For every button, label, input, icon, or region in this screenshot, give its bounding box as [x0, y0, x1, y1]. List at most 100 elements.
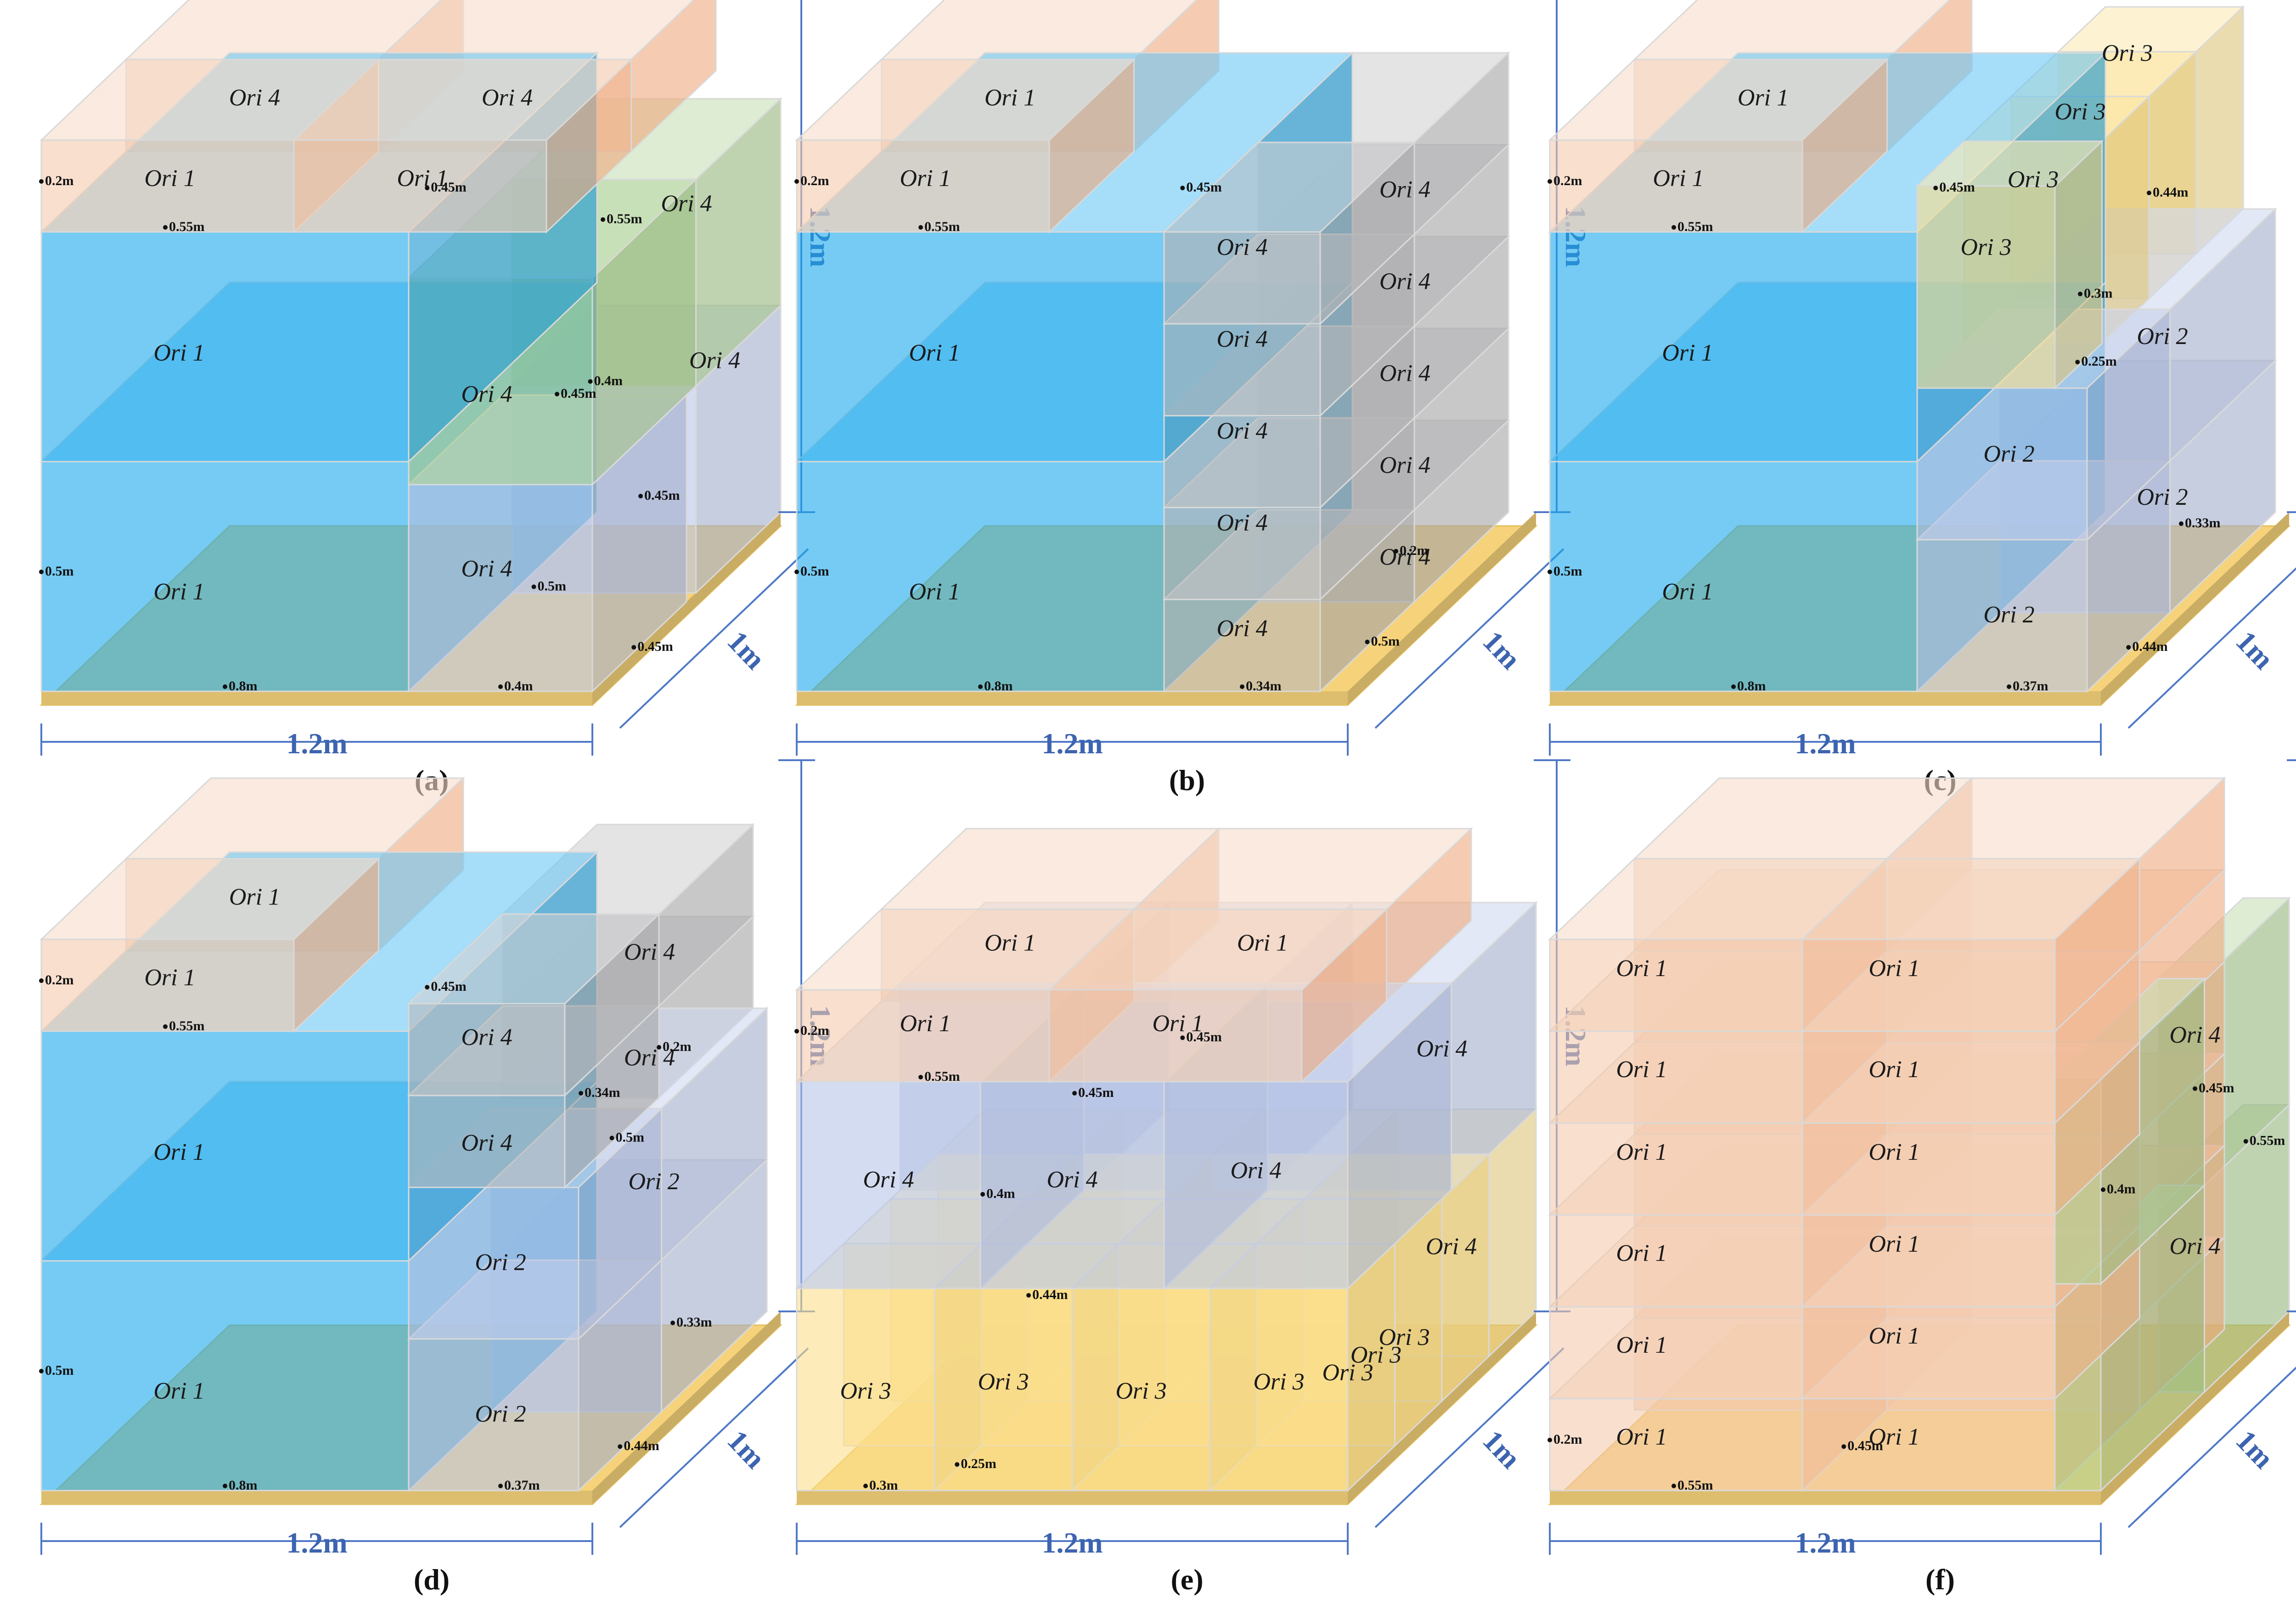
panel-c: Ori 1 Ori 3 Ori 3 Ori 1 Ori 3 Ori 3 Ori 1 Ori 2…: [1548, 0, 2296, 796]
width-label: 1.2m: [286, 1526, 347, 1559]
dim-marker: [601, 217, 605, 222]
dimension-label: 0.45m: [1186, 1029, 1222, 1045]
dim-marker: [863, 1484, 868, 1488]
box-7-front: [796, 461, 1165, 692]
dim-marker: [531, 584, 536, 589]
dim-marker: [1548, 179, 1552, 184]
dimension-label: 0.55m: [607, 211, 642, 226]
dimension-label: 0.45m: [1078, 1085, 1114, 1100]
dim-marker: [609, 1135, 614, 1141]
dimension-label: 0.44m: [624, 1438, 659, 1453]
dimension-label: 0.8m: [229, 678, 258, 694]
dim-marker: [2243, 1139, 2248, 1144]
dim-marker: [918, 1075, 923, 1079]
box-label: Ori 4: [1426, 1234, 1477, 1260]
depth-label: 1m: [721, 1424, 771, 1475]
box-label: Ori 2: [628, 1169, 679, 1195]
dimension-label: 0.45m: [637, 639, 673, 654]
depth-axis-line: [1374, 1347, 1564, 1528]
depth-label: 1m: [2229, 1424, 2280, 1475]
depth-axis-line: [1374, 548, 1564, 729]
dimension-label: 0.44m: [1032, 1287, 1068, 1302]
dim-marker: [1072, 1091, 1077, 1096]
box-label: Ori 1: [909, 579, 960, 605]
pallet-side-edge: [2101, 512, 2289, 705]
dimension-label: 0.2m: [800, 1023, 829, 1038]
dimension-label: 0.8m: [229, 1478, 258, 1493]
dim-marker: [579, 1091, 583, 1096]
box-26-front: [1048, 989, 1303, 1083]
dimension-label: 0.33m: [676, 1315, 712, 1330]
box-label: Ori 3: [1115, 1378, 1166, 1404]
depth-axis-line: [619, 1347, 809, 1528]
pallet-side-edge: [2101, 1311, 2289, 1504]
box-20-front: [1549, 1214, 1803, 1308]
dimension-label: 0.8m: [984, 678, 1013, 694]
box-label: Ori 4: [1216, 510, 1267, 536]
box-19-front: [1801, 1306, 2056, 1400]
dimension-label: 0.4m: [594, 373, 623, 389]
dim-marker: [425, 985, 430, 990]
box-7-front: [1549, 461, 1918, 692]
box-label: Ori 1: [153, 1378, 204, 1404]
box-5-front: [40, 461, 410, 692]
dimension-label: 0.45m: [1186, 180, 1222, 195]
box-label: Ori 1: [229, 884, 280, 910]
dimension-label: 0.55m: [924, 219, 960, 234]
box-label: Ori 1: [1868, 1139, 1919, 1165]
dim-marker: [2101, 1187, 2105, 1192]
box-label: Ori 4: [1216, 234, 1267, 260]
dimension-label: 0.55m: [169, 219, 205, 234]
dimension-label: 0.55m: [2250, 1133, 2285, 1148]
pallet-front-edge: [41, 1491, 592, 1504]
pallet-side-edge: [1348, 1311, 1536, 1504]
box-label: Ori 4: [1379, 361, 1430, 387]
box-21-front: [1801, 1214, 2056, 1308]
dim-marker: [1365, 639, 1370, 644]
box-label: Ori 4: [1047, 1167, 1097, 1193]
panel-caption: (b): [1169, 764, 1205, 796]
dim-marker: [2126, 645, 2131, 650]
dimension-label: 0.5m: [538, 579, 567, 594]
dimension-label: 0.55m: [1677, 219, 1713, 234]
box-25-front: [1549, 1030, 1803, 1124]
dim-marker: [980, 1192, 985, 1197]
dimension-label: 0.4m: [504, 678, 533, 694]
box-12-front: [40, 938, 295, 1032]
box-label: Ori 4: [1216, 616, 1267, 642]
dim-marker: [2075, 360, 2080, 365]
box-label: Ori 4: [461, 1130, 512, 1156]
box-label: Ori 1: [900, 165, 951, 192]
dim-marker: [163, 1024, 168, 1029]
box-label: Ori 2: [1983, 441, 2034, 467]
panel-caption: (f): [1925, 1563, 1955, 1596]
box-label: Ori 3: [840, 1378, 891, 1404]
box-label: Ori 3: [1253, 1369, 1304, 1395]
depth-axis-line: [2127, 567, 2296, 729]
depth-label: 1m: [1476, 625, 1527, 676]
dim-marker: [631, 645, 636, 650]
dimension-label: 0.34m: [1246, 678, 1282, 694]
dim-marker: [2147, 191, 2151, 195]
box-6-front: [40, 1260, 410, 1491]
box-label: Ori 3: [1351, 1342, 1401, 1368]
box-28-front: [1801, 938, 2056, 1032]
panel-caption: (e): [1171, 1563, 1203, 1596]
dimension-label: 0.44m: [2132, 639, 2168, 654]
dim-marker: [618, 1444, 623, 1449]
dimension-label: 0.2m: [800, 173, 829, 188]
dimension-label: 0.45m: [644, 488, 680, 503]
box-label: Ori 1: [397, 165, 448, 192]
box-10-front: [293, 139, 547, 233]
dimension-label: 0.2m: [45, 972, 74, 988]
dimension-label: 0.5m: [45, 1363, 74, 1378]
box-label: Ori 3: [978, 1369, 1029, 1395]
dimension-label: 0.2m: [1553, 173, 1582, 188]
box-11-front: [1916, 185, 2056, 389]
dim-marker: [555, 392, 559, 396]
dimension-label: 0.45m: [1939, 180, 1975, 195]
dim-marker: [498, 1484, 503, 1488]
box-12: [39, 857, 381, 1033]
dim-marker: [1026, 1293, 1031, 1298]
